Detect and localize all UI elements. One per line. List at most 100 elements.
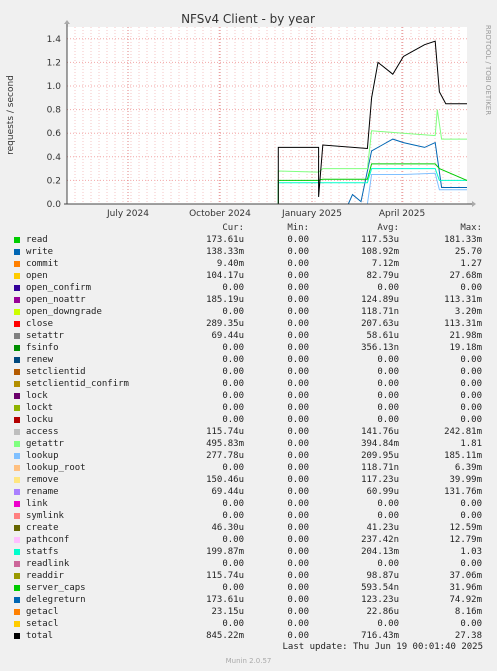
legend-min: 0.00	[287, 367, 309, 377]
legend-avg: 98.87u	[366, 571, 399, 581]
legend-avg: 593.54n	[361, 583, 399, 593]
legend-name: setacl	[26, 619, 59, 629]
legend-cur: 199.87m	[206, 547, 244, 557]
legend-name: getacl	[26, 607, 59, 617]
legend-name: read	[26, 235, 48, 245]
legend-name: renew	[26, 355, 54, 365]
legend-min: 0.00	[287, 583, 309, 593]
series-line-total	[255, 40, 467, 205]
legend-name: fsinfo	[26, 343, 59, 353]
header-avg: Avg:	[377, 223, 399, 233]
legend-min: 0.00	[287, 511, 309, 521]
legend-min: 0.00	[287, 571, 309, 581]
legend-name: commit	[26, 259, 59, 269]
legend-avg: 41.23u	[366, 523, 399, 533]
header-max: Max:	[460, 223, 482, 233]
legend-min: 0.00	[287, 523, 309, 533]
legend-min: 0.00	[287, 451, 309, 461]
y-axis-arrow	[64, 20, 70, 24]
legend-row: fsinfo 0.00 0.00 356.13n 19.18m	[14, 342, 484, 354]
series-line-write	[255, 138, 467, 205]
y-tick-label: 0.0	[47, 200, 62, 210]
legend-row: readdir 115.74u 0.00 98.87u 37.06m	[14, 570, 484, 582]
legend-max: 1.27	[460, 259, 482, 269]
legend-max: 0.00	[460, 403, 482, 413]
y-tick-label: 0.2	[47, 176, 61, 186]
legend-row: total 845.22m 0.00 716.43m 27.38	[14, 630, 484, 642]
legend-name: readdir	[26, 571, 64, 581]
legend-row: read 173.61u 0.00 117.53u 181.33m	[14, 234, 484, 246]
legend-name: statfs	[26, 547, 59, 557]
y-tick-label: 0.8	[47, 106, 62, 116]
legend-max: 12.59m	[449, 523, 482, 533]
legend-min: 0.00	[287, 487, 309, 497]
legend-max: 0.00	[460, 283, 482, 293]
legend-name: open_noattr	[26, 295, 86, 305]
legend-cur: 23.15u	[211, 607, 244, 617]
x-tick-label: July 2024	[106, 209, 149, 219]
legend-max: 0.00	[460, 559, 482, 569]
legend-avg: 0.00	[377, 499, 399, 509]
legend-cur: 289.35u	[206, 319, 244, 329]
legend-row: setattr 69.44u 0.00 58.61u 21.98m	[14, 330, 484, 342]
legend-cur: 185.19u	[206, 295, 244, 305]
legend-min: 0.00	[287, 607, 309, 617]
legend-cur: 150.46u	[206, 475, 244, 485]
legend-cur: 46.30u	[211, 523, 244, 533]
legend-max: 131.76m	[444, 487, 482, 497]
legend-row: open_downgrade 0.00 0.00 118.71n 3.20m	[14, 306, 484, 318]
legend-row: lookup 277.78u 0.00 209.95u 185.11m	[14, 450, 484, 462]
legend-avg: 204.13m	[361, 547, 399, 557]
legend-min: 0.00	[287, 271, 309, 281]
legend-max: 181.33m	[444, 235, 482, 245]
legend-row: remove 150.46u 0.00 117.23u 39.99m	[14, 474, 484, 486]
legend-row: write 138.33m 0.00 108.92m 25.70	[14, 246, 484, 258]
legend-name: create	[26, 523, 59, 533]
legend-name: link	[26, 499, 48, 509]
legend-swatch	[14, 321, 20, 327]
legend-max: 0.00	[460, 355, 482, 365]
legend-swatch	[14, 573, 20, 579]
legend-max: 8.16m	[454, 607, 482, 617]
legend-row: pathconf 0.00 0.00 237.42n 12.79m	[14, 534, 484, 546]
legend-max: 0.00	[460, 499, 482, 509]
legend-cur: 0.00	[222, 391, 244, 401]
legend-max: 113.31m	[444, 319, 482, 329]
legend-swatch	[14, 513, 20, 519]
legend-avg: 0.00	[377, 391, 399, 401]
legend-min: 0.00	[287, 247, 309, 257]
legend-name: server_caps	[26, 583, 86, 593]
legend-row: lockt 0.00 0.00 0.00 0.00	[14, 402, 484, 414]
legend-row: open 104.17u 0.00 82.79u 27.68m	[14, 270, 484, 282]
legend-row: symlink 0.00 0.00 0.00 0.00	[14, 510, 484, 522]
y-tick-label: 1.2	[47, 58, 61, 68]
legend-max: 0.00	[460, 391, 482, 401]
legend-avg: 0.00	[377, 367, 399, 377]
legend-name: remove	[26, 475, 59, 485]
legend-header: Cur: Min: Avg: Max:	[14, 222, 484, 234]
legend-avg: 0.00	[377, 559, 399, 569]
legend-min: 0.00	[287, 475, 309, 485]
legend-swatch	[14, 309, 20, 315]
legend-avg: 118.71n	[361, 307, 399, 317]
legend-swatch	[14, 273, 20, 279]
legend-name: open	[26, 271, 48, 281]
legend-max: 37.06m	[449, 571, 482, 581]
legend-avg: 356.13n	[361, 343, 399, 353]
legend-cur: 0.00	[222, 619, 244, 629]
legend-cur: 173.61u	[206, 595, 244, 605]
legend-min: 0.00	[287, 283, 309, 293]
legend-cur: 0.00	[222, 403, 244, 413]
legend-swatch	[14, 525, 20, 531]
legend-min: 0.00	[287, 439, 309, 449]
legend-cur: 0.00	[222, 499, 244, 509]
legend-avg: 82.79u	[366, 271, 399, 281]
last-update: Last update: Thu Jun 19 00:01:40 2025	[282, 642, 483, 652]
legend-name: delegreturn	[26, 595, 86, 605]
legend-max: 0.00	[460, 367, 482, 377]
legend-name: open_confirm	[26, 283, 92, 293]
legend-row: getacl 23.15u 0.00 22.86u 8.16m	[14, 606, 484, 618]
legend-max: 27.38	[454, 631, 482, 641]
legend-avg: 237.42n	[361, 535, 399, 545]
legend-min: 0.00	[287, 391, 309, 401]
